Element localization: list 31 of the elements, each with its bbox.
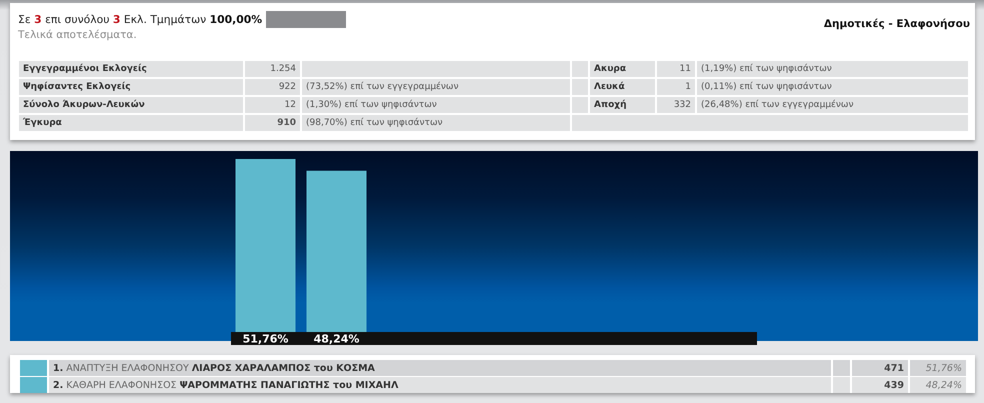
text: 48,24% [926, 380, 962, 390]
text: (0,11%) επί των ψηφισάντων [701, 82, 832, 92]
text: 1 [685, 82, 691, 92]
text: 332 [674, 100, 691, 110]
text: Λευκά [594, 82, 625, 92]
text: Ακυρα [594, 64, 626, 74]
text: 51,76% [926, 362, 962, 374]
text: 12 [284, 100, 296, 110]
text: Τελικά αποτελέσματα. [18, 29, 137, 41]
text: Δημοτικές - Ελαφονήσου [824, 18, 970, 30]
text: 1.254 [270, 64, 296, 74]
text: 910 [277, 118, 296, 128]
data-label: 48,24% [314, 332, 360, 346]
text: 11 [680, 64, 691, 74]
text: 439 [884, 380, 904, 390]
text: 471 [884, 362, 904, 374]
text: (98,70%) επί των ψηφισάντων [306, 118, 443, 128]
text: 922 [278, 82, 296, 92]
text: Σε 3 επι συνόλου 3 Εκλ. Τμημάτων 100,00% [18, 12, 262, 26]
text: (73,52%) επί των εγγεγραμμένων [306, 82, 458, 92]
text: Σύνολο Άκυρων-Λευκών [23, 100, 145, 110]
text: (1,30%) επί των ψηφισάντων [306, 100, 437, 110]
legend-label: 2. ΚΑΘΑΡΗ ΕΛΑΦΟΝΗΣΟΣ ΨΑΡΟΜΜΑΤΗΣ ΠΑΝΑΓΙΩΤΗΣ του ΜΙΧΑΗΛ [53, 380, 398, 390]
text: Έγκυρα [23, 118, 62, 128]
legend-label: 1. ΑΝΑΠΤΥΞΗ ΕΛΑΦΟΝΗΣΟΥ ΛΙΑΡΟΣ ΧΑΡΑΛΑΜΠΟΣ του ΚΟΣΜΑ [53, 362, 375, 374]
text: Εγγεγραμμένοι Εκλογείς [23, 64, 147, 74]
text: Ψηφίσαντες Εκλογείς [23, 82, 131, 92]
text: (26,48%) επί των εγγεγραμμένων [701, 100, 854, 110]
text: (1,19%) επί των ψηφισάντων [701, 64, 832, 74]
data-label: 51,76% [242, 332, 288, 346]
text: Αποχή [594, 100, 626, 110]
